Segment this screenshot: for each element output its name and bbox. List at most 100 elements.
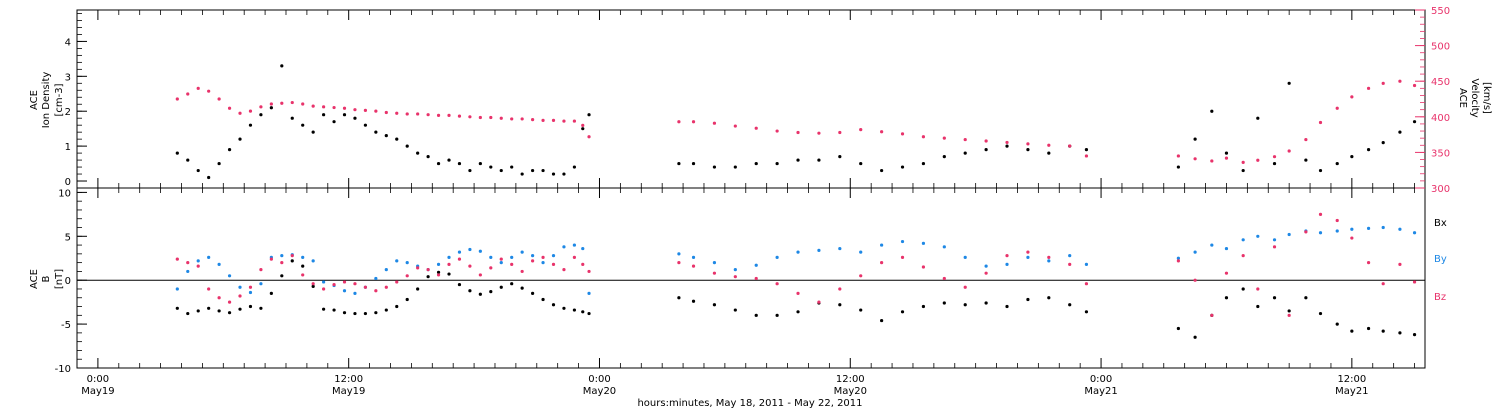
bz-point	[301, 273, 305, 277]
bz-point	[531, 259, 535, 263]
bx-point	[880, 318, 884, 323]
velocity-point	[541, 118, 545, 122]
density-point	[921, 161, 926, 166]
x-tick-time-label: 0:00	[588, 374, 610, 385]
density-point	[1256, 116, 1260, 120]
density-point	[196, 168, 200, 173]
bz-point	[1047, 255, 1051, 259]
by-point	[775, 255, 779, 259]
bz-point	[1176, 259, 1180, 263]
velocity-point	[186, 92, 190, 96]
bz-point	[311, 282, 315, 286]
density-point	[1224, 151, 1229, 155]
bx-point	[921, 304, 926, 309]
density-point	[353, 116, 357, 120]
by-point	[1068, 254, 1072, 258]
velocity-point	[520, 117, 524, 121]
bx-point	[942, 301, 946, 305]
density-point	[405, 144, 409, 148]
by-point	[374, 276, 378, 281]
x-tick-time-label: 12:00	[1337, 374, 1366, 385]
density-tick-label: 4	[65, 37, 71, 48]
density-axis-title-line1: ACE	[29, 90, 40, 110]
density-point	[712, 165, 717, 169]
velocity-axis-title-line2: Velocity	[1469, 78, 1480, 117]
bz-point	[1005, 254, 1009, 258]
bx-point	[436, 270, 441, 274]
by-point	[196, 259, 200, 263]
density-point	[733, 165, 737, 169]
density-tick-label: 3	[65, 72, 71, 83]
bx-point	[259, 306, 263, 310]
x-tick-date-label: May20	[834, 386, 867, 397]
velocity-point	[280, 101, 284, 105]
density-point	[238, 137, 242, 141]
velocity-point	[1287, 149, 1291, 153]
velocity-point	[217, 97, 221, 101]
density-point	[301, 123, 305, 127]
by-point	[395, 259, 399, 263]
field-tick-label: -10	[55, 364, 71, 375]
bx-point	[1272, 296, 1277, 300]
bz-point	[290, 254, 294, 258]
density-point	[363, 123, 368, 127]
density-point	[1005, 144, 1009, 148]
density-point	[416, 151, 420, 155]
bz-point	[1287, 313, 1291, 317]
density-point	[332, 120, 336, 124]
bz-point	[436, 273, 441, 277]
by-point	[1193, 250, 1197, 254]
density-point	[541, 168, 545, 173]
bx-point	[562, 306, 566, 310]
bz-point	[1026, 250, 1030, 254]
velocity-point	[1350, 95, 1354, 99]
bx-point	[311, 284, 315, 288]
bx-point	[196, 309, 200, 313]
velocity-point	[405, 112, 409, 116]
bz-point	[384, 285, 388, 289]
bx-point	[1176, 326, 1180, 331]
by-point	[1224, 246, 1229, 251]
bx-point	[531, 291, 535, 295]
bz-point	[1366, 261, 1371, 265]
bz-point	[1335, 218, 1339, 223]
x-tick-time-label: 12:00	[836, 374, 865, 385]
density-point	[1272, 161, 1277, 166]
density-point	[1366, 148, 1371, 152]
bz-point	[217, 296, 221, 300]
velocity-point	[1193, 157, 1197, 161]
bz-point	[1304, 230, 1308, 234]
density-point	[1210, 109, 1214, 113]
density-point	[1047, 151, 1051, 155]
bz-point	[405, 274, 409, 278]
density-point	[581, 127, 585, 131]
bx-point	[677, 296, 681, 300]
by-point	[712, 261, 717, 265]
bz-point	[248, 285, 253, 289]
velocity-point	[395, 111, 399, 115]
field-tick-label: -5	[61, 320, 71, 331]
velocity-point	[942, 136, 946, 140]
by-point	[1272, 238, 1277, 242]
by-point	[1287, 232, 1291, 237]
bz-point	[691, 264, 696, 268]
by-point	[733, 268, 737, 272]
velocity-axis-title-line1: ACE	[1457, 88, 1468, 108]
by-point	[342, 289, 347, 293]
by-point	[1026, 255, 1030, 259]
by-point	[880, 243, 884, 247]
velocity-point	[900, 132, 905, 136]
bz-point	[1398, 262, 1402, 266]
bx-point	[900, 310, 905, 314]
velocity-axis-title-line3: [km/s]	[1481, 82, 1492, 114]
field-tick-label: 10	[58, 188, 71, 199]
by-point	[1318, 231, 1323, 235]
bz-point	[1241, 254, 1245, 258]
velocity-point	[301, 102, 305, 106]
bz-point	[1068, 262, 1072, 266]
bx-point	[775, 313, 779, 317]
by-point	[1398, 227, 1402, 231]
x-tick-time-label: 0:00	[87, 374, 109, 385]
bz-point	[796, 291, 800, 295]
